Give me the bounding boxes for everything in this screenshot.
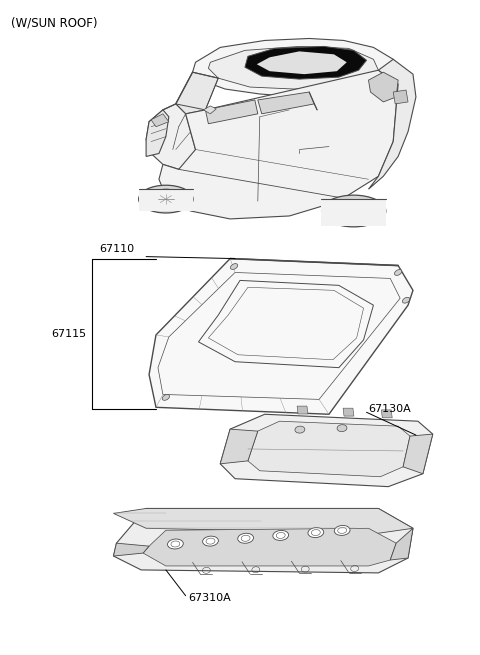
Polygon shape [257, 51, 347, 74]
Ellipse shape [402, 297, 410, 303]
Polygon shape [113, 508, 413, 533]
Polygon shape [176, 72, 218, 114]
Polygon shape [146, 104, 195, 170]
Polygon shape [149, 259, 413, 414]
Polygon shape [205, 100, 258, 124]
Polygon shape [343, 408, 354, 416]
Ellipse shape [168, 539, 183, 549]
Ellipse shape [147, 189, 185, 209]
Ellipse shape [331, 200, 376, 222]
Text: 67110: 67110 [100, 244, 135, 253]
Ellipse shape [238, 533, 253, 543]
Polygon shape [297, 406, 308, 414]
Ellipse shape [139, 185, 193, 213]
Polygon shape [220, 414, 433, 487]
Text: 67130A: 67130A [369, 404, 411, 415]
Polygon shape [113, 543, 149, 556]
Ellipse shape [337, 424, 347, 432]
Ellipse shape [395, 270, 402, 275]
Polygon shape [192, 39, 403, 98]
Text: 67115: 67115 [52, 329, 87, 339]
Polygon shape [390, 529, 413, 560]
Ellipse shape [308, 527, 324, 538]
Polygon shape [369, 72, 398, 102]
Polygon shape [204, 106, 216, 114]
Polygon shape [151, 114, 169, 126]
Ellipse shape [203, 536, 218, 546]
Ellipse shape [341, 204, 367, 218]
Ellipse shape [334, 525, 350, 535]
Polygon shape [393, 90, 408, 104]
Polygon shape [369, 60, 416, 189]
Ellipse shape [295, 426, 305, 433]
Polygon shape [143, 529, 396, 566]
Polygon shape [208, 47, 378, 89]
Polygon shape [139, 189, 192, 211]
Text: 67310A: 67310A [189, 593, 231, 603]
Polygon shape [403, 434, 433, 474]
Ellipse shape [273, 531, 288, 540]
Polygon shape [245, 47, 367, 79]
Polygon shape [248, 421, 410, 477]
Polygon shape [258, 92, 314, 114]
Ellipse shape [322, 195, 386, 227]
Text: (W/SUN ROOF): (W/SUN ROOF) [11, 16, 97, 29]
Polygon shape [220, 429, 258, 464]
Polygon shape [321, 199, 386, 226]
Polygon shape [381, 410, 392, 418]
Ellipse shape [155, 193, 177, 205]
Polygon shape [146, 110, 169, 157]
Polygon shape [113, 508, 413, 573]
Polygon shape [159, 70, 398, 219]
Ellipse shape [230, 263, 238, 269]
Ellipse shape [162, 394, 169, 400]
